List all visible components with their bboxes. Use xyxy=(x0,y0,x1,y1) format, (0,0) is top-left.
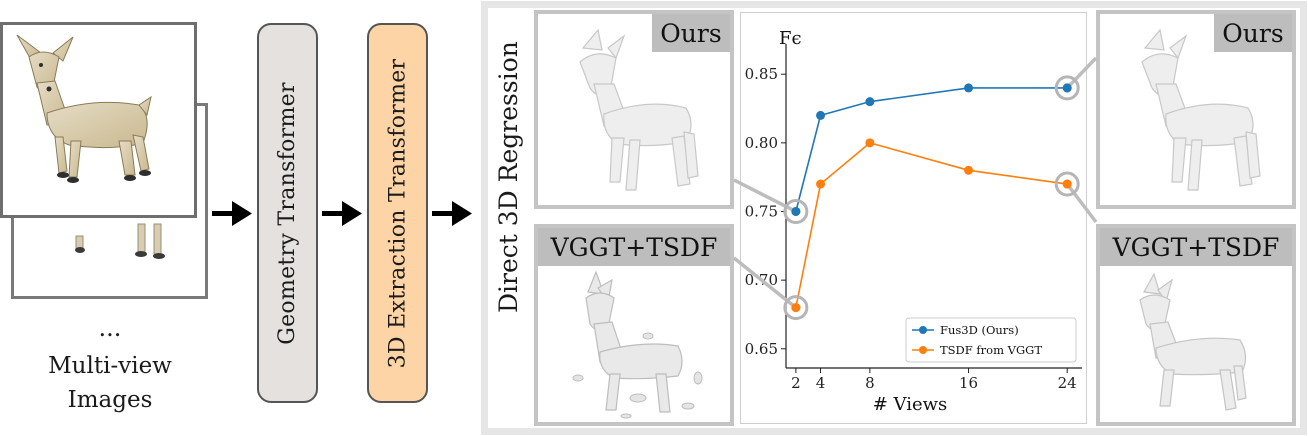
pipeline-arrows xyxy=(212,201,472,226)
x-tick-label: 16 xyxy=(959,374,978,392)
highlight-point xyxy=(1062,179,1072,189)
connector-line xyxy=(1065,56,1098,90)
x-tick-label: 2 xyxy=(791,374,801,392)
legend-label: TSDF from VGGT xyxy=(940,343,1042,357)
extraction-transformer-block: 3D Extraction Transformer xyxy=(367,23,428,403)
x-tick-label: 8 xyxy=(865,374,875,392)
deer-photo-icon xyxy=(16,34,152,183)
input-caption-line1: Multi-view xyxy=(48,353,172,379)
mesh-smooth-icon-right xyxy=(1141,28,1261,191)
input-caption-line2: Images xyxy=(67,387,153,413)
mesh-patchy-icon xyxy=(1139,272,1247,411)
tag-ours-left: Ours xyxy=(652,14,730,52)
legend-label: Fus3D (Ours) xyxy=(940,323,1019,337)
y-tick-label: 0.85 xyxy=(745,65,778,83)
arrow-icon-3 xyxy=(432,201,472,226)
y-tick-label: 0.65 xyxy=(745,340,778,358)
x-axis-title: # Views xyxy=(873,394,948,415)
thumb-ours-2views: Ours xyxy=(534,10,734,209)
input-ellipsis: ... xyxy=(98,314,122,342)
highlight-ring xyxy=(783,295,809,321)
y-tick-label: 0.80 xyxy=(745,134,778,152)
highlight-ring xyxy=(1054,75,1080,101)
thumb-vggt-24views: VGGT+TSDF xyxy=(1096,224,1296,426)
data-point-s1-x16 xyxy=(964,165,974,175)
series-line-0 xyxy=(795,87,1068,212)
legend-swatch-dot xyxy=(919,346,927,354)
deer-back-icon xyxy=(75,223,165,259)
data-point-s0-x8 xyxy=(865,97,875,107)
mesh-smooth-icon xyxy=(579,28,699,191)
x-tick-label: 4 xyxy=(816,374,826,392)
arrow-icon-2 xyxy=(322,201,362,226)
geometry-transformer-block: Geometry Transformer xyxy=(257,23,318,403)
highlight-point xyxy=(791,303,801,313)
highlight-ring xyxy=(783,198,809,224)
data-point-s0-x4 xyxy=(816,110,826,120)
tag-ours-right: Ours xyxy=(1214,14,1292,52)
front-view-frame xyxy=(0,22,197,218)
data-point-s0-x16 xyxy=(964,83,974,93)
thumb-ours-24views: Ours xyxy=(1096,10,1296,209)
data-point-s1-x8 xyxy=(865,138,875,148)
x-tick-label: 24 xyxy=(1058,374,1077,392)
thumb-vggt-2views: VGGT+TSDF xyxy=(534,224,734,426)
arrow-icon-1 xyxy=(212,201,252,226)
highlight-point xyxy=(791,206,801,216)
highlight-point xyxy=(1062,83,1072,93)
series-line-1 xyxy=(795,141,1068,308)
legend-swatch-dot xyxy=(919,326,927,334)
connector-line xyxy=(732,256,797,309)
connector-line xyxy=(1065,182,1098,224)
y-tick-label: 0.75 xyxy=(745,202,778,220)
data-point-s1-x4 xyxy=(816,179,826,189)
legend-box xyxy=(905,317,1077,363)
tag-vggt-left: VGGT+TSDF xyxy=(538,228,730,266)
y-axis-title: Fϵ xyxy=(779,28,802,49)
highlight-ring xyxy=(1054,171,1080,197)
tag-vggt-right: VGGT+TSDF xyxy=(1100,228,1292,266)
mesh-noisy-icon xyxy=(572,270,703,419)
